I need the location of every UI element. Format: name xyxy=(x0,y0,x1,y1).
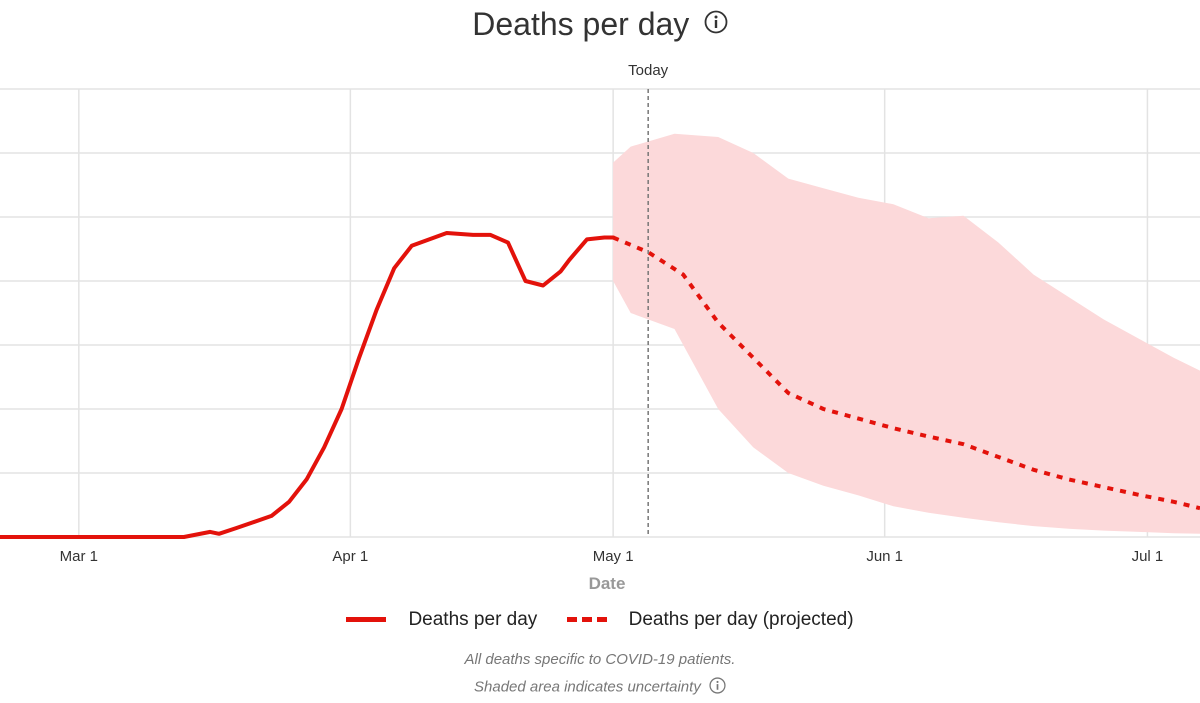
info-icon[interactable] xyxy=(704,10,728,39)
x-tick-label: Jun 1 xyxy=(866,548,903,565)
today-marker-layer: Today xyxy=(628,62,669,537)
legend-label-actual: Deaths per day xyxy=(408,608,538,630)
series-projected-line xyxy=(612,235,1200,511)
legend-label-projected: Deaths per day (projected) xyxy=(628,608,854,630)
x-tick-label: Apr 1 xyxy=(332,548,368,565)
legend-item-actual[interactable]: Deaths per day xyxy=(346,609,537,631)
legend-item-projected[interactable]: Deaths per day (projected) xyxy=(566,608,854,631)
uncertainty-band-layer xyxy=(613,133,1200,534)
x-tick-labels: Mar 1 Apr 1 May 1 Jun 1 Jul 1 xyxy=(60,548,1164,565)
x-axis-label: Date xyxy=(589,574,626,593)
footnote-line-2: Shaded area indicates uncertainty xyxy=(474,678,701,696)
chart-title: Deaths per day xyxy=(472,6,690,42)
series-actual-line xyxy=(0,231,616,539)
today-label: Today xyxy=(628,62,669,79)
series-lines-layer xyxy=(0,231,1200,539)
x-tick-label: Mar 1 xyxy=(60,548,98,565)
footnote-deaths: All deaths specific to COVID-19 patients… xyxy=(0,651,1200,668)
x-tick-label: May 1 xyxy=(593,548,634,565)
footnote-uncertainty: Shaded area indicates uncertainty xyxy=(0,677,1200,698)
legend-swatch-dashed xyxy=(566,617,607,622)
footnote-line-1: All deaths specific to COVID-19 patients… xyxy=(464,651,736,668)
legend: Deaths per day Deaths per day (projected… xyxy=(0,606,1200,631)
chart-title-row: Deaths per day xyxy=(0,6,1200,43)
x-tick-label: Jul 1 xyxy=(1132,548,1164,565)
legend-swatch-solid xyxy=(346,617,387,622)
info-icon[interactable] xyxy=(709,677,726,698)
uncertainty-band xyxy=(613,133,1200,534)
deaths-chart: Today Mar 1 Apr 1 May 1 Jun 1 Jul 1 Date xyxy=(0,62,1200,593)
